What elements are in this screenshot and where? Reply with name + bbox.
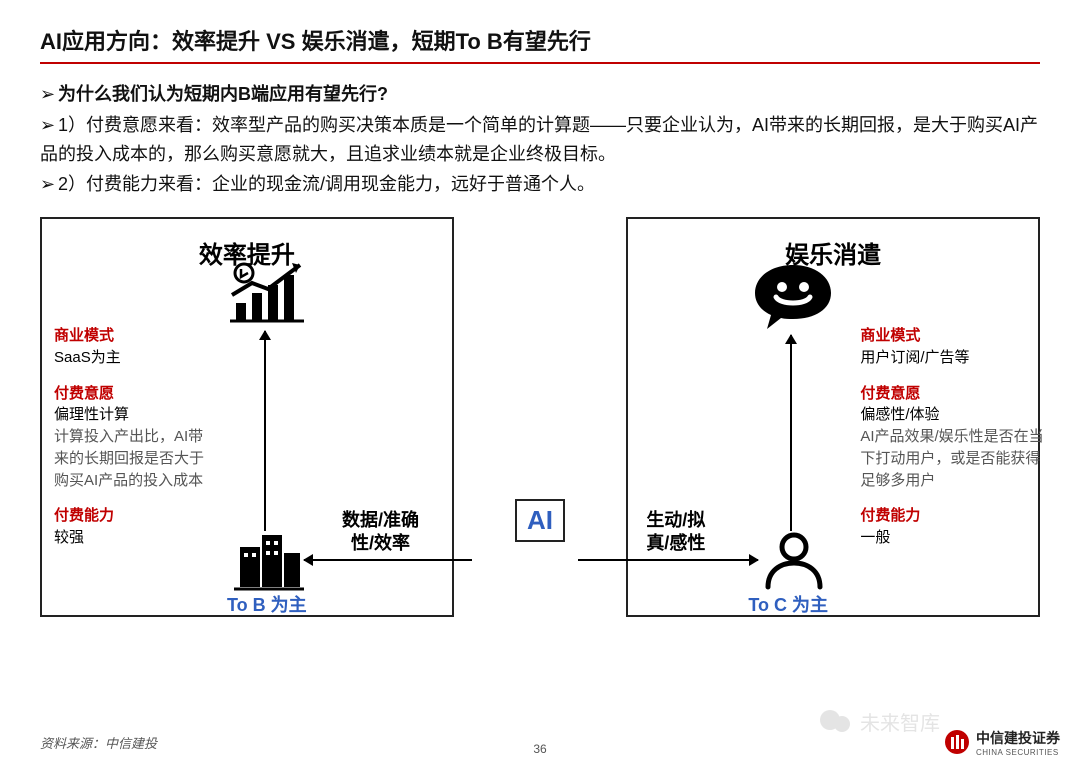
right-model-v: 用户订阅/广告等 <box>860 347 1045 369</box>
right-will-v2: AI产品效果/娱乐性是否在当下打动用户，或是否能获得足够多用户 <box>860 426 1045 491</box>
slide-title: AI应用方向：效率提升 VS 娱乐消遣，短期To B有望先行 <box>40 24 1040 56</box>
bullet-question: 为什么我们认为短期内B端应用有望先行? <box>58 84 388 104</box>
right-cap-h: 付费能力 <box>860 505 1045 527</box>
edge-label-left: 数据/准确性/效率 <box>342 509 419 554</box>
arrow-up-right <box>790 335 792 531</box>
diagram: 效率提升 <box>40 217 1040 617</box>
panel-toc: 娱乐消遣 To C 为主 商业模式 <box>626 217 1040 617</box>
left-sidecol: 商业模式 SaaS为主 付费意愿 偏理性计算 计算投入产出比，AI带来的长期回报… <box>54 325 214 549</box>
efficiency-chart-icon <box>222 259 312 334</box>
arrow-ai-to-building <box>304 559 472 561</box>
tob-label: To B 为主 <box>227 591 307 617</box>
left-cap-v: 较强 <box>54 527 214 549</box>
right-will-h: 付费意愿 <box>860 383 1045 405</box>
brand-logo: 中信建投证券 CHINA SECURITIES <box>944 728 1060 757</box>
panel-tob: 效率提升 <box>40 217 454 617</box>
source-text: 资料来源：中信建投 <box>40 733 157 752</box>
left-cap-h: 付费能力 <box>54 505 214 527</box>
chat-smiley-icon <box>748 261 838 338</box>
right-will-v1: 偏感性/体验 <box>860 404 1045 426</box>
right-sidecol: 商业模式 用户订阅/广告等 付费意愿 偏感性/体验 AI产品效果/娱乐性是否在当… <box>860 325 1045 549</box>
left-will-h: 付费意愿 <box>54 383 214 405</box>
right-model-h: 商业模式 <box>860 325 1045 347</box>
arrow-up-left <box>264 331 266 531</box>
bullet-block: ➢为什么我们认为短期内B端应用有望先行? ➢1）付费意愿来看：效率型产品的购买决… <box>40 80 1040 199</box>
bullet-1: 1）付费意愿来看：效率型产品的购买决策本质是一个简单的计算题——只要企业认为，A… <box>40 115 1038 164</box>
title-underline <box>40 62 1040 64</box>
building-icon <box>234 531 304 596</box>
left-will-v2: 计算投入产出比，AI带来的长期回报是否大于购买AI产品的投入成本 <box>54 426 214 491</box>
ai-box: AI <box>515 499 565 542</box>
person-icon <box>762 531 826 596</box>
toc-label: To C 为主 <box>748 591 828 617</box>
arrow-ai-to-person <box>578 559 758 561</box>
left-will-v1: 偏理性计算 <box>54 404 214 426</box>
edge-label-right: 生动/拟真/感性 <box>646 509 705 554</box>
connector: AI <box>454 217 627 617</box>
bullet-2: 2）付费能力来看：企业的现金流/调用现金能力，远好于普通个人。 <box>58 174 595 194</box>
page-number: 36 <box>533 742 546 756</box>
right-cap-v: 一般 <box>860 527 1045 549</box>
brand-cn: 中信建投证券 <box>976 728 1060 748</box>
logo-icon <box>944 729 970 755</box>
brand-en: CHINA SECURITIES <box>976 748 1060 757</box>
left-model-h: 商业模式 <box>54 325 214 347</box>
left-model-v: SaaS为主 <box>54 347 214 369</box>
